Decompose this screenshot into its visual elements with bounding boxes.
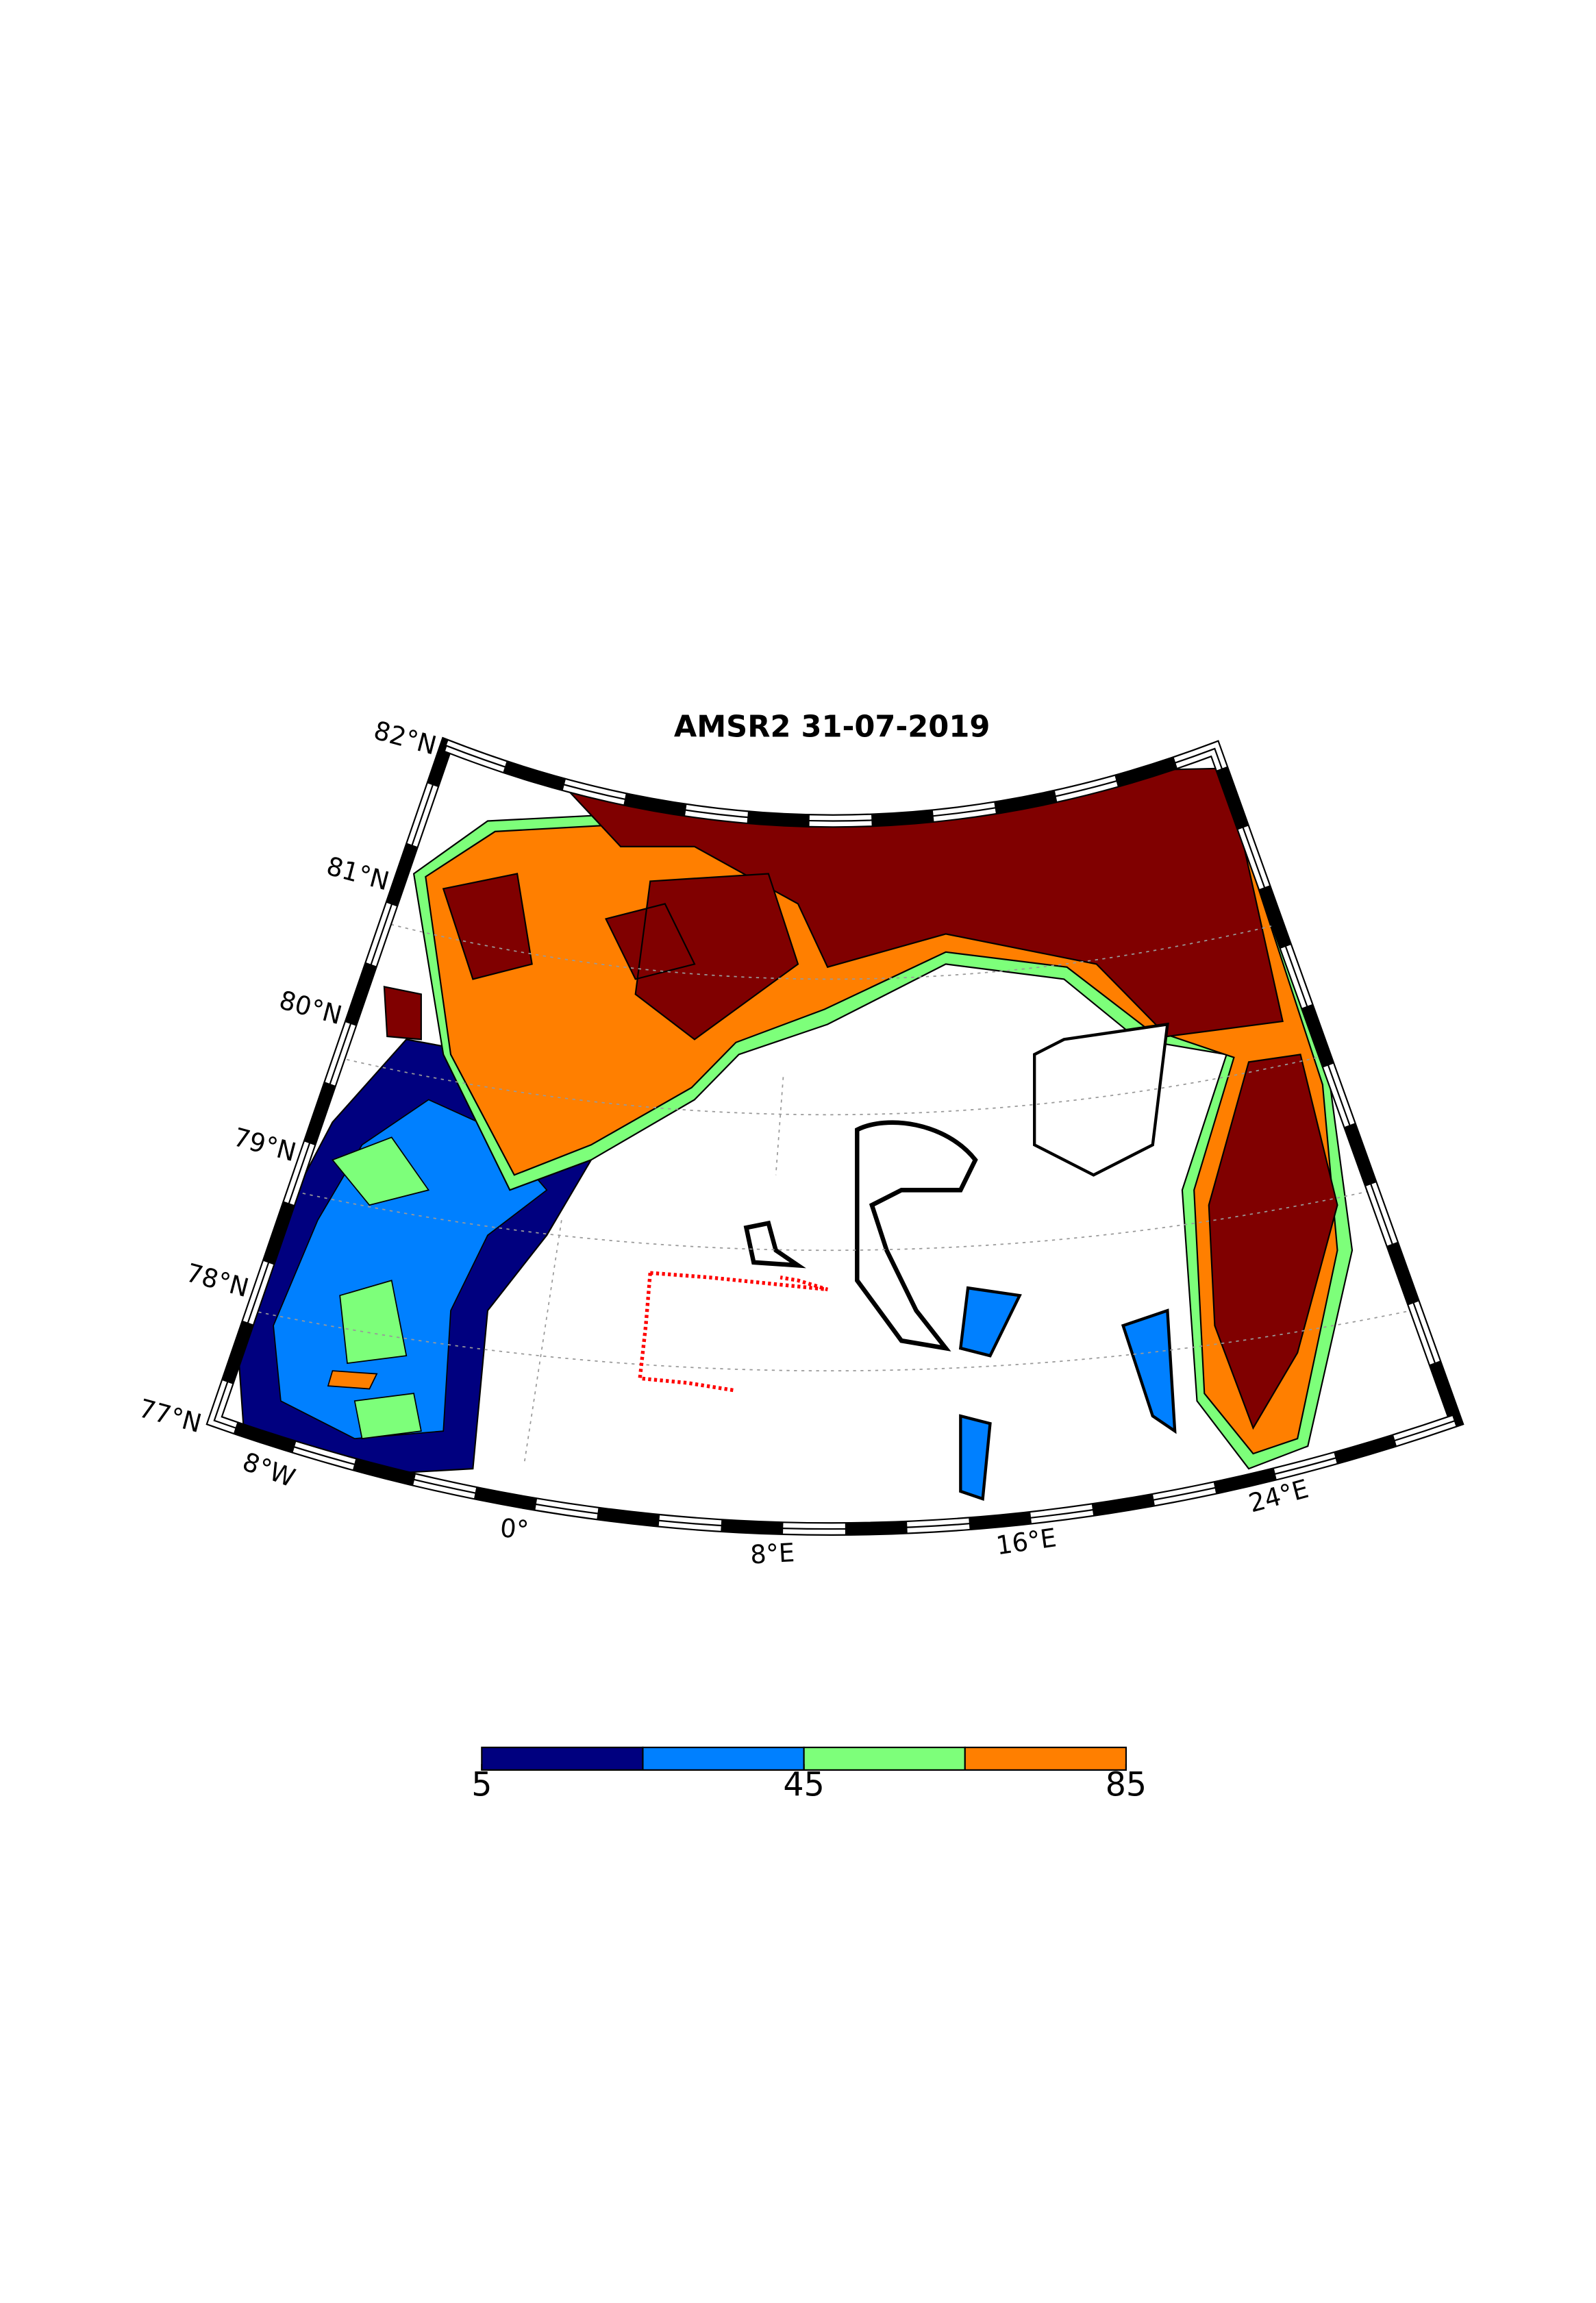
- lat-label: 77°N: [136, 1393, 204, 1439]
- colorbar-segment: [964, 1746, 1127, 1771]
- colorbar: 5 45 85: [471, 1746, 1147, 1804]
- lon-label: 8°E: [749, 1538, 795, 1570]
- lon-label: 0°: [499, 1513, 529, 1545]
- lon-label: 16°E: [995, 1523, 1058, 1560]
- ship-track: [650, 1271, 828, 1292]
- lon-label: 8°W: [239, 1447, 299, 1493]
- lat-label: 80°N: [276, 985, 345, 1030]
- lat-label: 79°N: [230, 1122, 299, 1167]
- colorbar-tick-label: 5: [471, 1766, 492, 1804]
- colorbar-segment: [803, 1746, 966, 1771]
- colorbar-segment: [481, 1746, 644, 1771]
- lat-label: 78°N: [183, 1258, 251, 1303]
- colorbar-tick-label: 45: [783, 1766, 824, 1804]
- graticule: [251, 918, 1412, 1462]
- lat-label: 82°N: [371, 715, 439, 760]
- colorbar-segment: [642, 1746, 805, 1771]
- map-title: AMSR2 31-07-2019: [674, 710, 990, 744]
- lat-label: 81°N: [323, 851, 392, 896]
- map-frame: [205, 736, 1464, 1536]
- ship-track: [638, 1272, 735, 1393]
- colorbar-tick-label: 85: [1106, 1766, 1147, 1804]
